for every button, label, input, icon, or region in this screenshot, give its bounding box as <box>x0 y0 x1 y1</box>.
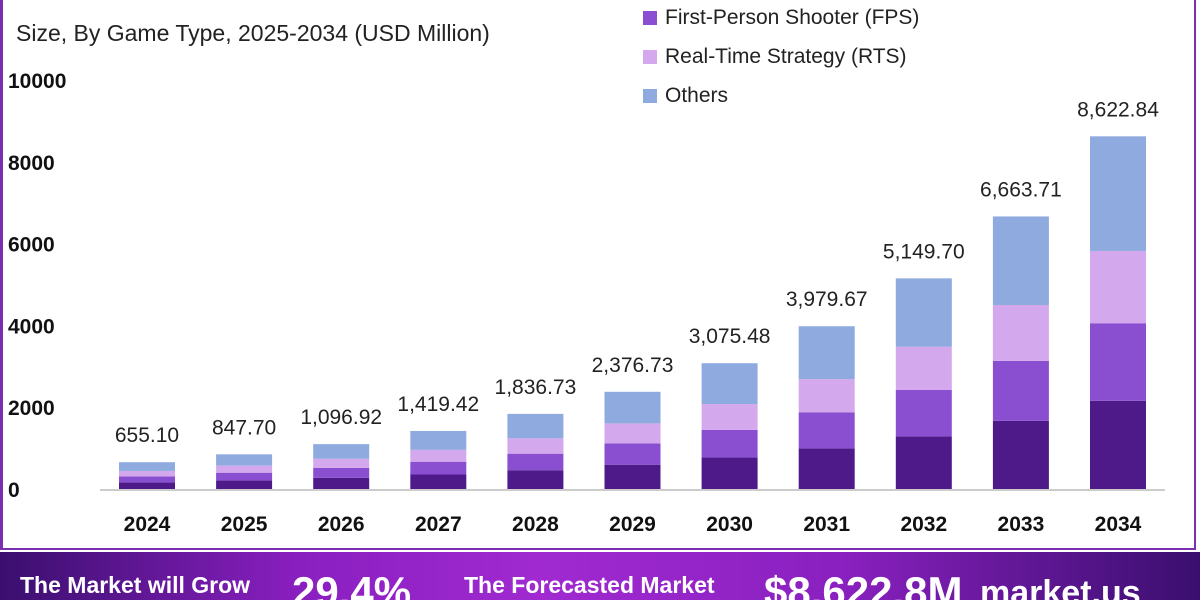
bar-total-label: 6,663.71 <box>980 178 1062 201</box>
bar-total-label: 1,419.42 <box>397 393 479 416</box>
bar-segment <box>992 420 1049 489</box>
chart-subtitle: Size, By Game Type, 2025-2034 (USD Milli… <box>16 20 490 46</box>
cagr-value: 29.4% <box>292 568 412 615</box>
x-tick-label: 2031 <box>803 513 850 536</box>
y-tick-label: 6000 <box>8 234 55 257</box>
x-tick-label: 2025 <box>221 513 268 536</box>
legend-swatch <box>643 10 657 25</box>
bar-total-label: 847.70 <box>212 416 276 439</box>
y-tick-label: 8000 <box>8 152 55 175</box>
legend-item-others: Others <box>643 76 919 115</box>
bar-segment <box>604 391 661 424</box>
bar-segment <box>313 458 370 468</box>
legend-item-rts: Real-Time Strategy (RTS) <box>643 37 919 76</box>
x-tick-label: 2032 <box>900 513 947 536</box>
bar-segment <box>313 467 370 478</box>
forecast-value: $8,622.8M <box>764 568 963 615</box>
forecast-label: The Forecasted Market <box>464 572 715 598</box>
bar-segment <box>992 216 1049 306</box>
bar-total-label: 2,376.73 <box>592 354 674 377</box>
bar-segment <box>992 360 1049 421</box>
bar-segment <box>507 470 564 489</box>
bar-segment <box>604 443 661 465</box>
y-tick-label: 0 <box>8 479 20 502</box>
x-tick-label: 2029 <box>609 513 656 536</box>
bar-segment <box>604 464 661 489</box>
bar-segment <box>507 413 564 439</box>
bar-segment <box>1090 136 1146 251</box>
grow-label: The Market will Grow <box>20 572 251 598</box>
bar-segment <box>216 454 273 466</box>
bar-segment <box>701 429 758 458</box>
bar-segment <box>410 461 467 475</box>
bar-segment <box>895 278 952 347</box>
y-tick-label: 4000 <box>8 315 55 338</box>
bar-segment <box>507 438 564 454</box>
legend-swatch <box>643 49 657 64</box>
bar-segment <box>895 390 952 437</box>
bar-segment <box>895 346 952 391</box>
bar-total-label: 3,979.67 <box>786 288 868 311</box>
x-tick-label: 2027 <box>415 513 462 536</box>
bar-segment <box>410 430 467 450</box>
bar-total-label: 5,149.70 <box>883 240 965 263</box>
legend: First-Person Shooter (FPS) Real-Time Str… <box>643 0 919 115</box>
stacked-bar-chart: 0 2000 4000 6000 8000 10000 655.10 2024 847.70 20… <box>8 70 1165 536</box>
bottom-banner: The Market will Grow 29.4% The Forecaste… <box>0 552 1200 615</box>
legend-label: Others <box>665 83 729 107</box>
legend-label: Real-Time Strategy (RTS) <box>665 44 907 68</box>
bar-total-label: 8,622.84 <box>1077 98 1159 121</box>
y-tick-label: 10000 <box>8 70 66 93</box>
legend-swatch <box>643 88 657 103</box>
bar-segment <box>313 444 370 459</box>
bar-segment <box>701 404 758 430</box>
bar-segment <box>798 448 855 489</box>
bar-segment <box>410 474 467 489</box>
legend-item-fps: First-Person Shooter (FPS) <box>643 0 919 37</box>
x-tick-label: 2028 <box>512 513 559 536</box>
bar-segment <box>701 363 758 405</box>
bar-segment <box>701 457 758 489</box>
bar-segment <box>1090 250 1146 324</box>
x-tick-label: 2030 <box>706 513 753 536</box>
bar-segment <box>798 379 855 413</box>
bar-total-label: 655.10 <box>115 424 179 447</box>
bar-segment <box>992 305 1049 361</box>
bar-segment <box>895 436 952 489</box>
x-tick-label: 2033 <box>998 513 1045 536</box>
bar-segment <box>410 449 467 462</box>
bar-segment <box>119 476 175 483</box>
bar-segment <box>313 477 370 489</box>
bar-segment <box>216 465 273 473</box>
bar-segment <box>119 482 175 489</box>
bar-total-label: 3,075.48 <box>689 325 771 348</box>
bar-segment <box>798 326 855 380</box>
brand-logo: market.us <box>980 574 1141 612</box>
bar-segment <box>798 412 855 449</box>
x-tick-label: 2034 <box>1095 513 1142 536</box>
chart-frame <box>0 0 1196 550</box>
bar-total-label: 1,836.73 <box>495 376 577 399</box>
bar-segment <box>1090 400 1146 489</box>
bar-segment <box>119 470 175 477</box>
bar-segment <box>507 453 564 471</box>
bar-total-label: 1,096.92 <box>300 406 382 429</box>
bar-segment <box>119 462 175 471</box>
x-tick-label: 2026 <box>318 513 365 536</box>
bar-segment <box>1090 323 1146 401</box>
x-tick-label: 2024 <box>124 513 171 536</box>
bar-segment <box>604 423 661 444</box>
y-tick-label: 2000 <box>8 397 55 420</box>
bar-segment <box>216 480 273 489</box>
legend-label: First-Person Shooter (FPS) <box>665 5 920 29</box>
bar-segment <box>216 472 273 481</box>
